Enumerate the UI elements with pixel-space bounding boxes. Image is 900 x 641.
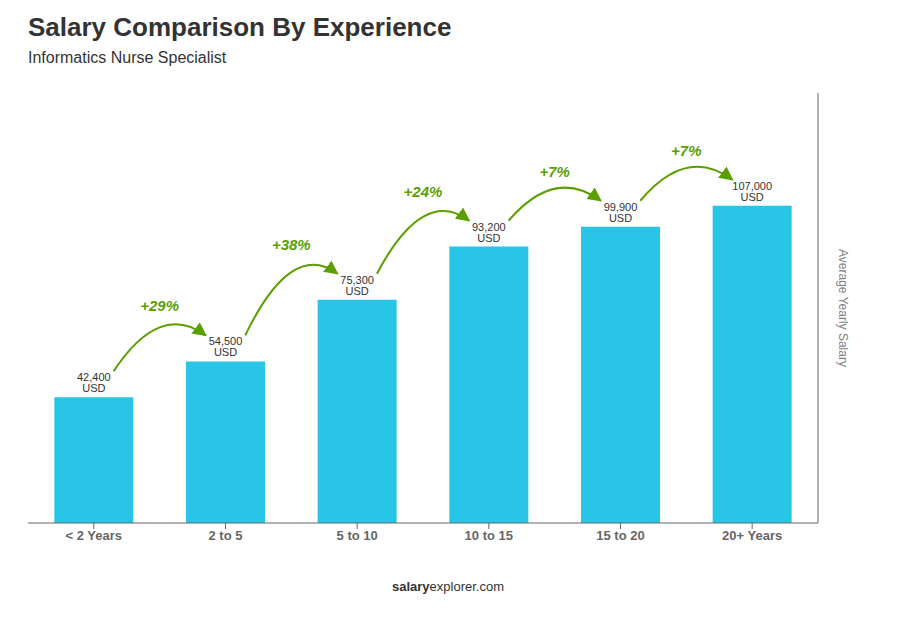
html-text:Salary Comparison By Experienc: Salary Comparison By Experience: [28, 12, 452, 42]
svg-text:Average Yearly Salary: Average Yearly Salary: [836, 249, 850, 367]
svg-text:+38%: +38%: [272, 236, 311, 253]
svg-text:75,300USD: 75,300USD: [340, 274, 374, 297]
svg-text:42,400USD: 42,400USD: [77, 371, 111, 394]
svg-text:+29%: +29%: [140, 297, 179, 314]
svg-text:+24%: +24%: [404, 183, 443, 200]
html-text:Informatics Nurse Specialist: Informatics Nurse Specialist: [28, 49, 227, 66]
svg-text:20+ Years: 20+ Years: [722, 528, 782, 543]
svg-text:+7%: +7%: [539, 163, 569, 180]
svg-text:10 to 15: 10 to 15: [465, 528, 513, 543]
html-text:salary explorer.com: salary explorer.com: [392, 579, 504, 594]
svg-text:5 to 10: 5 to 10: [337, 528, 378, 543]
svg-text:54,500USD: 54,500USD: [209, 335, 243, 358]
svg-text:+7%: +7%: [671, 142, 701, 159]
svg-text:15 to 20: 15 to 20: [596, 528, 644, 543]
svg-text:93,200USD: 93,200USD: [472, 221, 506, 244]
svg-text:2 to 5: 2 to 5: [209, 528, 243, 543]
svg-text:99,900USD: 99,900USD: [604, 201, 638, 224]
svg-text:< 2 Years: < 2 Years: [66, 528, 123, 543]
svg-text:107,000USD: 107,000USD: [732, 180, 772, 203]
